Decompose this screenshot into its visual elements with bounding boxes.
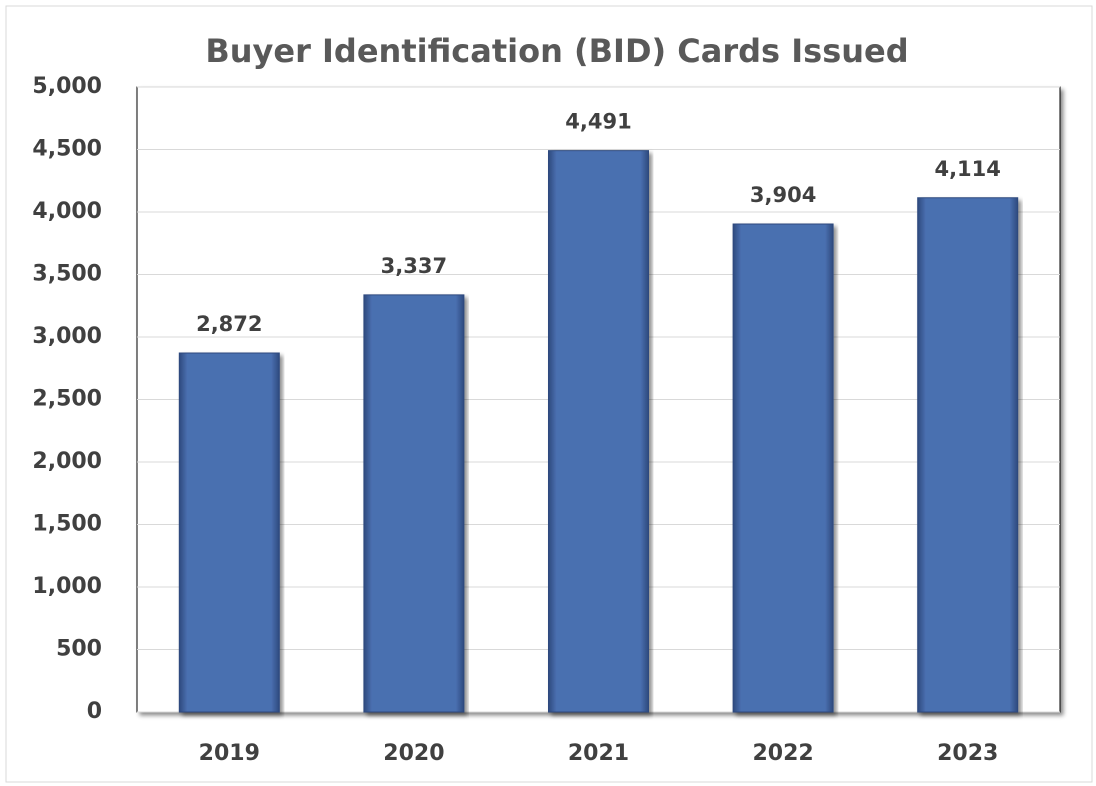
data-label: 4,114 bbox=[934, 157, 1000, 181]
y-tick-label: 4,000 bbox=[32, 199, 102, 224]
y-tick-label: 4,500 bbox=[32, 137, 102, 162]
data-label: 3,337 bbox=[381, 254, 447, 278]
bar bbox=[363, 294, 465, 713]
bar bbox=[732, 223, 834, 713]
data-label: 2,872 bbox=[196, 312, 262, 336]
bar bbox=[917, 197, 1019, 713]
bar bbox=[548, 150, 649, 713]
data-label: 4,491 bbox=[565, 110, 631, 134]
y-tick-label: 2,000 bbox=[32, 449, 102, 474]
bar bbox=[178, 352, 280, 713]
chart-border bbox=[5, 5, 1093, 783]
y-tick-label: 3,500 bbox=[32, 262, 102, 287]
y-tick-label: 3,000 bbox=[32, 324, 102, 349]
y-tick-label: 1,500 bbox=[32, 512, 102, 537]
y-tick-label: 1,000 bbox=[32, 574, 102, 599]
data-label: 3,904 bbox=[750, 183, 816, 207]
x-tick-label: 2020 bbox=[383, 741, 444, 766]
y-tick-label: 5,000 bbox=[32, 74, 102, 99]
x-tick-label: 2022 bbox=[752, 741, 813, 766]
y-tick-label: 500 bbox=[56, 637, 102, 662]
chart-title: Buyer Identification (BID) Cards Issued bbox=[205, 32, 908, 70]
y-tick-label: 2,500 bbox=[32, 387, 102, 412]
x-tick-label: 2021 bbox=[568, 741, 629, 766]
y-tick-label: 0 bbox=[87, 699, 102, 724]
x-tick-label: 2023 bbox=[937, 741, 998, 766]
x-tick-label: 2019 bbox=[199, 741, 260, 766]
